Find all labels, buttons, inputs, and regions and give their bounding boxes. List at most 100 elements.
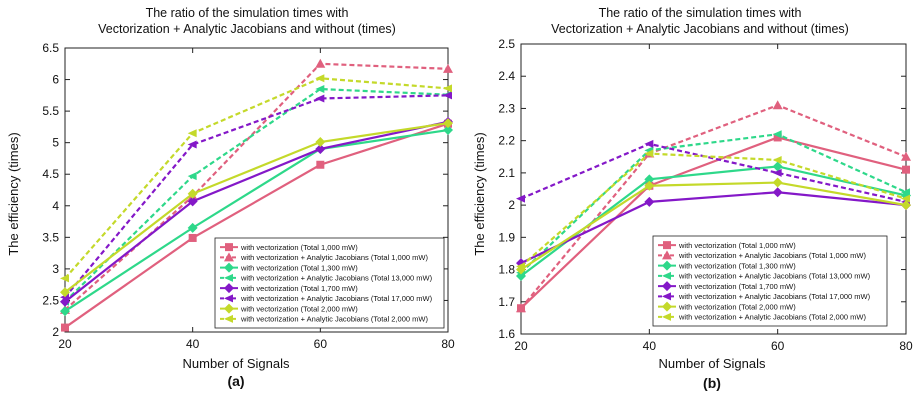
- data-point: [315, 85, 325, 94]
- legend-box: [214, 237, 445, 329]
- legend-marker: [224, 252, 234, 262]
- legend-entry: with vectorization + Analytic Jacobians …: [678, 313, 866, 322]
- chart-title-line1: The ratio of the simulation times with: [146, 6, 349, 20]
- chart-title-line2: Vectorization + Analytic Jacobians and w…: [551, 22, 849, 36]
- legend-marker: [662, 281, 672, 292]
- data-point: [772, 156, 782, 164]
- data-point: [644, 180, 655, 191]
- axes-frame: [64, 47, 449, 333]
- data-point: [443, 125, 453, 136]
- data-point: [188, 233, 197, 242]
- legend-marker: [224, 314, 233, 323]
- legend: with vectorization (Total 1,000 mW)with …: [214, 237, 445, 329]
- series-line-8: [64, 77, 449, 280]
- legend-marker: [225, 243, 233, 252]
- y-tick-label: 1.7: [498, 295, 515, 309]
- data-point: [315, 143, 326, 154]
- y-tick-label: 3.5: [42, 230, 59, 244]
- data-point: [772, 100, 783, 110]
- chart-panel-b: The ratio of the simulation times with V…: [472, 6, 913, 391]
- plot-area: 1.6 1.7 1.8 1.9 2 2.1 2.2 2.3 2.4 2.5 20 40 60 80 with…: [498, 37, 913, 353]
- legend-entry: with vectorization (Total 2,000 mW): [240, 304, 358, 313]
- x-tick-label: 20: [514, 339, 528, 353]
- series-line-2: [520, 104, 907, 309]
- data-point: [516, 194, 525, 203]
- data-point: [315, 74, 325, 83]
- y-tick-label: 2.5: [498, 37, 515, 51]
- legend-entry: with vectorization (Total 1,300 mW): [678, 261, 796, 270]
- data-point: [60, 274, 69, 283]
- legend-entry: with vectorization + Analytic Jacobians …: [240, 253, 428, 262]
- x-tick-label: 60: [314, 337, 328, 351]
- legend-entry: with vectorization + Analytic Jacobians …: [678, 292, 871, 301]
- legend-entry: with vectorization + Analytic Jacobians …: [678, 251, 866, 260]
- legend-marker: [662, 250, 672, 260]
- legend: with vectorization (Total 1,000 mW)with …: [652, 235, 888, 327]
- y-tick-label: 2.4: [498, 69, 515, 83]
- legend-entry: with vectorization + Analytic Jacobians …: [240, 274, 433, 283]
- legend-marker: [224, 303, 234, 314]
- panel-label: (a): [227, 373, 244, 389]
- legend-marker: [662, 312, 671, 321]
- legend-entry: with vectorization (Total 1,000 mW): [678, 241, 796, 250]
- data-point: [901, 194, 910, 203]
- data-point: [902, 165, 910, 174]
- plot-area: 2 2.5 3 3.5 4 4.5 5 5.5 6 6.5 20 40 60 80 with vectori…: [42, 41, 455, 351]
- data-point: [901, 188, 910, 197]
- legend-marker: [224, 273, 233, 282]
- legend-entry: with vectorization (Total 2,000 mW): [678, 302, 796, 311]
- y-tick-label: 2.2: [498, 134, 515, 148]
- data-point: [187, 140, 197, 149]
- panel-label: (b): [703, 375, 721, 391]
- data-point: [644, 149, 654, 158]
- data-point: [187, 172, 197, 181]
- legend-box: [652, 235, 888, 327]
- legend-entry: with vectorization + Analytic Jacobians …: [240, 294, 433, 303]
- data-point: [443, 91, 452, 100]
- data-point: [315, 94, 325, 103]
- y-tick-label: 3: [52, 262, 59, 276]
- data-point: [60, 306, 70, 317]
- y-tick-label: 4.5: [42, 167, 59, 181]
- x-tick-label: 20: [58, 337, 72, 351]
- y-tick-label: 1.8: [498, 263, 515, 277]
- y-axis-label: The efficiency (times): [472, 132, 487, 255]
- series-line-2: [64, 62, 449, 311]
- chart-panel-a: The ratio of the simulation times with V…: [6, 6, 455, 389]
- data-point: [61, 323, 69, 332]
- data-point: [187, 188, 198, 199]
- data-point: [644, 174, 655, 185]
- legend-entry: with vectorization + Analytic Jacobians …: [678, 272, 871, 281]
- series-line-1: [64, 122, 449, 329]
- data-point: [316, 160, 325, 169]
- series-line-4: [64, 87, 449, 303]
- data-point: [901, 151, 911, 161]
- y-tick-label: 1.9: [498, 230, 515, 244]
- data-point: [443, 84, 452, 93]
- series-line-5: [520, 191, 907, 265]
- series-line-4: [520, 133, 907, 274]
- data-point: [772, 130, 782, 139]
- y-tick-label: 5: [52, 136, 59, 150]
- series-line-6: [520, 142, 907, 203]
- y-tick-label: 6.5: [42, 41, 59, 55]
- y-tick-label: 2.3: [498, 101, 515, 115]
- legend-marker: [662, 301, 672, 312]
- series-line-3: [64, 128, 449, 313]
- x-tick-label: 40: [643, 339, 657, 353]
- data-point: [772, 177, 783, 188]
- data-point: [443, 63, 453, 73]
- data-point: [443, 118, 453, 129]
- data-point: [901, 200, 911, 211]
- data-point: [187, 222, 198, 233]
- legend-marker: [224, 294, 233, 303]
- data-point: [644, 139, 654, 148]
- legend-marker: [662, 260, 672, 271]
- data-point: [772, 187, 783, 198]
- y-axis-label: The efficiency (times): [6, 132, 21, 255]
- data-point: [773, 133, 782, 142]
- x-tick-label: 80: [899, 339, 913, 353]
- series-line-5: [64, 120, 449, 303]
- y-tick-label: 2.5: [42, 293, 59, 307]
